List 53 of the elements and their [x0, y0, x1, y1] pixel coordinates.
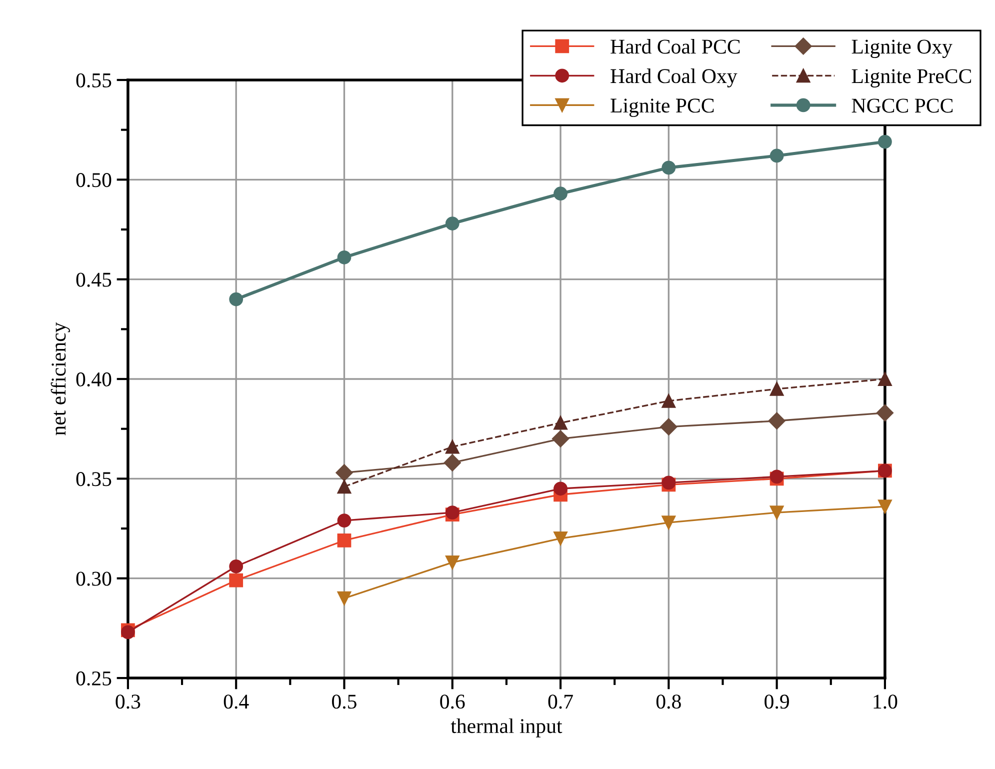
x-axis-title: thermal input — [450, 718, 562, 738]
legend-label: Hard Coal PCC — [610, 39, 740, 54]
x-tick-label: 0.7 — [548, 694, 573, 709]
legend-label: Lignite PCC — [610, 98, 714, 117]
x-tick-label: 0.9 — [764, 694, 789, 709]
point — [444, 454, 461, 472]
point — [336, 464, 353, 482]
y-tick-label: 0.40 — [76, 372, 112, 387]
point — [554, 186, 568, 201]
point — [229, 573, 244, 588]
point — [660, 418, 678, 436]
point — [445, 555, 460, 570]
point — [552, 430, 570, 448]
point — [878, 500, 892, 514]
y-axis-title: net efficiency — [50, 322, 70, 436]
point — [337, 534, 352, 548]
x-tick-label: 0.5 — [332, 694, 356, 709]
y-tick-label: 0.45 — [76, 272, 112, 287]
point — [337, 591, 352, 606]
y-tick-label: 0.25 — [76, 671, 112, 686]
x-tick-label: 0.8 — [656, 694, 681, 709]
point — [878, 372, 892, 386]
legend-label: Lignite Oxy — [852, 40, 952, 58]
point — [878, 134, 892, 149]
point — [768, 412, 786, 430]
y-tick-label: 0.50 — [76, 173, 112, 188]
point — [662, 160, 676, 175]
point — [876, 404, 894, 422]
x-tick-label: 0.3 — [116, 694, 140, 709]
point — [337, 250, 352, 264]
x-tick-label: 0.6 — [440, 694, 465, 709]
point — [229, 292, 244, 306]
point — [662, 516, 676, 530]
y-tick-label: 0.55 — [76, 73, 112, 88]
legend-label: Lignite PreCC — [852, 69, 972, 88]
point — [337, 514, 352, 528]
point — [554, 532, 568, 546]
point — [662, 394, 676, 408]
point — [770, 506, 784, 520]
x-tick-label: 1.0 — [874, 694, 898, 709]
point — [229, 559, 244, 574]
legend-label: NGCC PCC — [852, 98, 953, 113]
point — [445, 216, 460, 230]
y-tick-label: 0.35 — [76, 472, 112, 486]
y-tick-label: 0.30 — [76, 572, 112, 586]
point — [445, 440, 460, 454]
point — [770, 382, 784, 396]
point — [554, 482, 568, 496]
point — [554, 416, 568, 430]
point — [770, 148, 784, 163]
point — [337, 480, 352, 494]
legend-label: Hard Coal Oxy — [610, 68, 738, 88]
x-tick-label: 0.4 — [224, 694, 249, 709]
